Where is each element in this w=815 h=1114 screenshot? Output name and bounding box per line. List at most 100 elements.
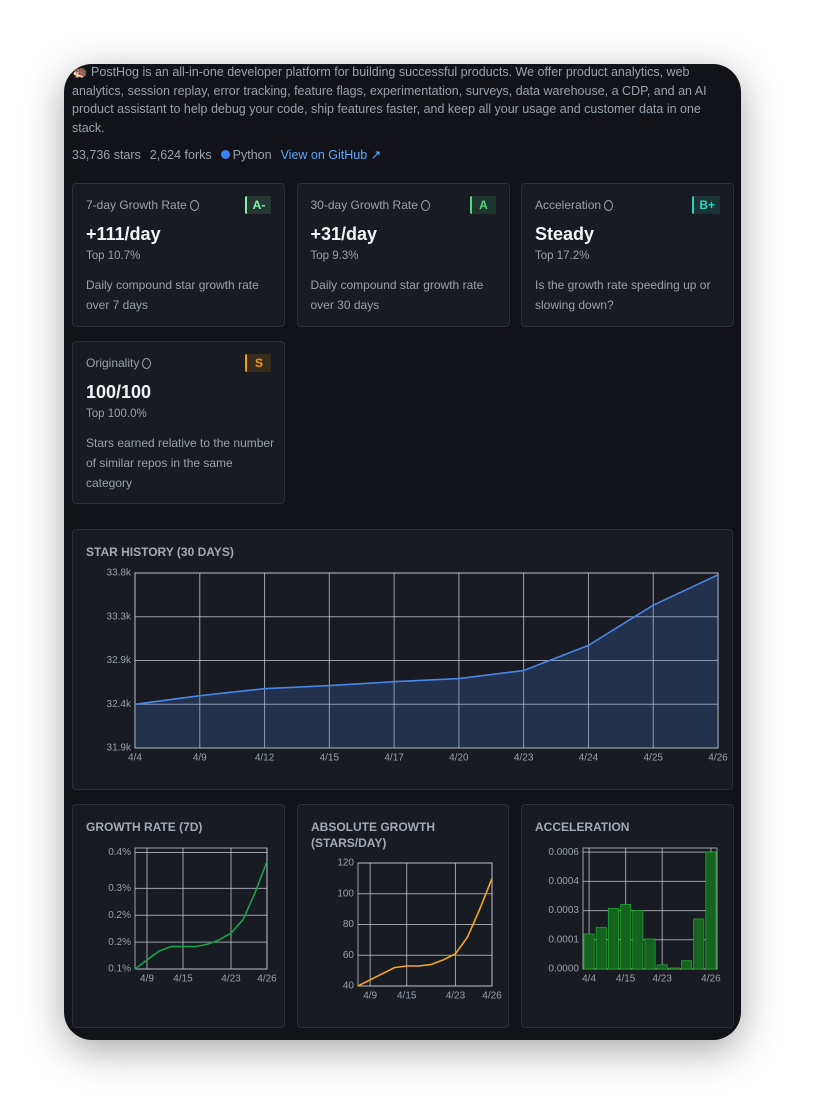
y-tick-label: 0.3%	[108, 883, 131, 894]
metric-label: 7-day Growth Rate	[86, 198, 199, 212]
metric-description: Stars earned relative to the number of s…	[86, 436, 275, 490]
x-tick-label: 4/23	[514, 753, 534, 764]
y-tick-label: 80	[343, 919, 355, 930]
bar	[681, 960, 693, 970]
x-tick-label: 4/15	[173, 974, 193, 985]
grade-badge: A-	[245, 196, 271, 214]
metric-card: 7-day Growth Rate A- +111/day Top 10.7% Dail…	[72, 183, 285, 327]
y-tick-label: 120	[337, 858, 354, 869]
description: 🦔 PostHog is an all-in-one developer pla…	[72, 65, 707, 135]
x-tick-label: 4/15	[320, 753, 340, 764]
y-tick-label: 31.9k	[107, 743, 132, 754]
stats: 33,736 stars 2,624 forks Python View on …	[72, 147, 382, 163]
y-tick-label: 32.9k	[107, 655, 132, 666]
y-tick-label: 0.0000	[548, 964, 579, 975]
metric-label: Originality	[86, 356, 152, 370]
bar	[693, 918, 705, 970]
chart-title: STAR HISTORY (30 DAYS)	[86, 545, 234, 559]
line	[134, 861, 268, 970]
x-tick-label: 4/17	[384, 753, 404, 764]
chart-card: ABSOLUTE GROWTH (STARS/DAY) 40 60 80 100 120 4…	[297, 804, 509, 1028]
metric-card: Originality S 100/100 Top 100.0% Stars earne…	[72, 341, 285, 504]
y-tick-label: 0.4%	[108, 847, 131, 858]
x-tick-label: 4/23	[446, 991, 466, 1002]
label-text: 7-day Growth Rate	[86, 198, 187, 212]
language: Python	[220, 147, 272, 162]
plot-border	[134, 572, 719, 749]
chart-card: ACCELERATION 0.0000 0.0001 0.0003 0.0004 0.00…	[521, 804, 734, 1028]
chart: 40 60 80 100 120 4/9 4/15 4/23 4/26	[337, 858, 502, 1002]
chart-title: ACCELERATION	[535, 820, 630, 834]
bar	[656, 964, 668, 970]
grade-badge: B+	[692, 196, 720, 214]
chart-title: GROWTH RATE (7D)	[86, 820, 203, 834]
bar	[583, 933, 595, 970]
x-tick-label: 4/23	[221, 974, 241, 985]
metric-value: +31/day	[310, 224, 378, 244]
x-tick-label: 4/4	[582, 974, 596, 985]
y-tick-label: 0.0003	[548, 905, 579, 916]
y-tick-label: 0.2%	[108, 937, 131, 948]
forks: 2,624 forks	[149, 147, 212, 162]
metric-rank: Top 10.7%	[86, 250, 141, 262]
x-tick-label: 4/26	[708, 753, 728, 764]
line	[134, 574, 719, 706]
info-icon[interactable]	[189, 199, 199, 211]
info-icon[interactable]	[142, 357, 152, 369]
label-text: Acceleration	[535, 198, 602, 212]
line	[357, 878, 493, 987]
y-tick-label: 0.2%	[108, 910, 131, 921]
label-text: Originality	[86, 356, 140, 370]
bar	[620, 903, 632, 970]
x-tick-label: 4/9	[193, 753, 207, 764]
metric-rank: Top 100.0%	[86, 408, 147, 420]
info-icon[interactable]	[604, 199, 614, 211]
y-tick-label: 100	[337, 888, 354, 899]
metric-rank: Top 9.3%	[310, 250, 359, 262]
x-tick-label: 4/15	[616, 974, 636, 985]
plot-border	[357, 862, 493, 987]
metric-card: 30-day Growth Rate A +31/day Top 9.3% Daily …	[296, 183, 510, 327]
grade-badge: A	[469, 196, 496, 214]
metric-value: 100/100	[86, 382, 152, 402]
metric-rank: Top 17.2%	[535, 250, 590, 262]
chart-card: STAR HISTORY (30 DAYS) 31.9k 32.4k 32.9k 33.…	[72, 529, 733, 790]
grade-badge: S	[245, 354, 271, 372]
y-tick-label: 32.4k	[107, 699, 132, 710]
x-tick-label: 4/12	[255, 753, 275, 764]
bar	[668, 967, 680, 970]
language-name: Python	[232, 147, 272, 162]
x-tick-label: 4/15	[397, 991, 417, 1002]
metric-description: Is the growth rate speeding up or slowin…	[535, 278, 711, 312]
metric-value: Steady	[535, 224, 595, 244]
bar	[595, 926, 607, 970]
chart-card: GROWTH RATE (7D) 0.1% 0.2% 0.2% 0.3% 0.4% 4/9 4…	[72, 804, 285, 1028]
y-tick-label: 33.8k	[107, 568, 132, 579]
info-icon[interactable]	[420, 199, 430, 211]
metric-card: Acceleration B+ Steady Top 17.2% Is the grow…	[521, 183, 734, 327]
chart: 0.0000 0.0001 0.0003 0.0004 0.0006 4/4 4/15 4/2…	[548, 847, 721, 985]
repo-panel: 🦔 PostHog is an all-in-one developer pla…	[64, 64, 741, 1040]
x-tick-label: 4/26	[701, 974, 721, 985]
stars: 33,736 stars	[72, 147, 141, 162]
x-tick-label: 4/26	[482, 991, 502, 1002]
x-tick-label: 4/23	[652, 974, 672, 985]
bar	[607, 908, 619, 970]
y-tick-label: 33.3k	[107, 611, 132, 622]
chart-title: ABSOLUTE GROWTH (STARS/DAY)	[311, 820, 435, 850]
metric-label: 30-day Growth Rate	[311, 198, 430, 212]
chart: 0.1% 0.2% 0.2% 0.3% 0.4% 4/9 4/15 4/23 4/26	[108, 847, 277, 985]
github-link[interactable]: View on GitHub ↗	[280, 148, 382, 162]
y-tick-label: 60	[343, 950, 355, 961]
metric-label: Acceleration	[535, 198, 614, 212]
x-tick-label: 4/20	[449, 753, 469, 764]
plot-border	[134, 847, 268, 970]
x-tick-label: 4/25	[643, 753, 663, 764]
bar	[644, 938, 656, 970]
chart: 31.9k 32.4k 32.9k 33.3k 33.8k 4/4 4/9 4/12 4/15 4…	[107, 568, 729, 764]
x-tick-label: 4/24	[579, 753, 599, 764]
y-tick-label: 0.1%	[108, 964, 131, 975]
language-dot	[220, 149, 230, 159]
bar	[705, 851, 717, 970]
metric-description: Daily compound star growth rate over 30 …	[310, 278, 484, 312]
